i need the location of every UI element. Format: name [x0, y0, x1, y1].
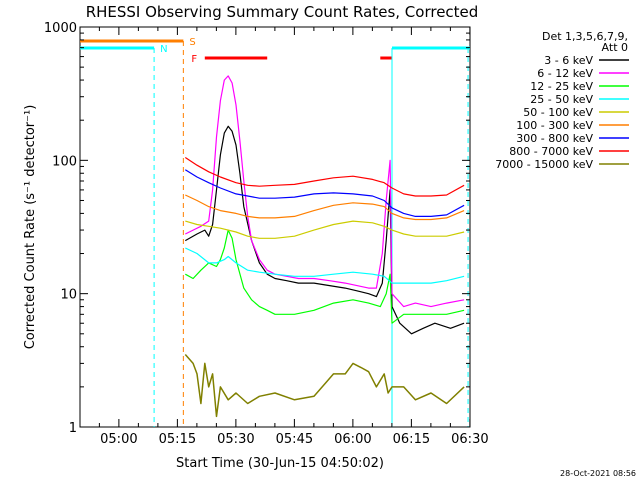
- legend-header-line-1: Det 1,3,5,6,7,9,: [542, 30, 628, 43]
- series-line-8: [184, 156, 465, 197]
- x-tick-label: 06:30: [451, 432, 488, 447]
- legend-label: 6 - 12 keV: [537, 67, 593, 80]
- legend-label: 800 - 7000 keV: [509, 145, 593, 158]
- x-axis-label: Start Time (30-Jun-15 04:50:02): [176, 456, 384, 471]
- series-line-9: [184, 354, 465, 418]
- plot-area: S N F 05:00 05:15 05:30 05:45 06:00 06:15 06:30 1…: [44, 21, 489, 447]
- legend-label: 7000 - 15000 keV: [495, 158, 593, 171]
- x-tick-label: 05:00: [100, 432, 137, 447]
- legend-label: 300 - 800 keV: [516, 132, 593, 145]
- series-line-2: [185, 75, 465, 308]
- series-line-7: [184, 169, 465, 217]
- y-tick-label: 10: [60, 288, 77, 303]
- y-tick-label: 100: [52, 154, 77, 169]
- flare-label: F: [191, 54, 197, 65]
- timestamp: 28-Oct-2021 08:56: [560, 469, 636, 478]
- series-line-3: [185, 229, 465, 324]
- series-line-4: [185, 247, 465, 284]
- legend-label: 25 - 50 keV: [530, 93, 593, 106]
- y-tick-label: 1: [69, 421, 77, 436]
- series-layer: [184, 75, 465, 418]
- y-axis-label: Corrected Count Rate (s⁻¹ detector⁻¹): [23, 105, 38, 350]
- annotation-layer: S N F: [80, 37, 470, 427]
- tick-layer: 05:00 05:15 05:30 05:45 06:00 06:15 06:30 1 10 10…: [44, 21, 489, 447]
- legend-label: 12 - 25 keV: [530, 80, 593, 93]
- legend-label: 100 - 300 keV: [516, 119, 593, 132]
- x-tick-label: 06:00: [334, 432, 371, 447]
- x-tick-label: 05:45: [276, 432, 313, 447]
- x-tick-label: 06:15: [393, 432, 430, 447]
- series-line-6: [185, 194, 465, 221]
- plot-frame: [79, 26, 471, 428]
- chart-title: RHESSI Observing Summary Count Rates, Co…: [86, 3, 479, 21]
- night-label: N: [160, 44, 167, 55]
- saa-label: S: [189, 37, 195, 48]
- legend-label: 3 - 6 keV: [544, 54, 593, 67]
- x-tick-label: 05:15: [159, 432, 196, 447]
- legend-label: 50 - 100 keV: [523, 106, 593, 119]
- legend-header-line-2: Att 0: [602, 41, 628, 54]
- x-tick-label: 05:30: [217, 432, 254, 447]
- series-line-1: [185, 125, 465, 335]
- y-tick-label: 1000: [44, 21, 77, 36]
- series-line-5: [185, 220, 465, 239]
